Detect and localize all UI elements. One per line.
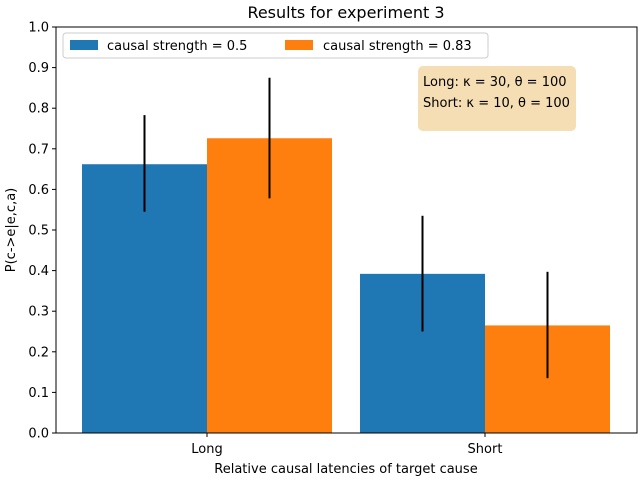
y-tick-label-1: 0.1: [28, 386, 49, 401]
legend: causal strength = 0.5 causal strength = …: [62, 32, 489, 59]
legend-label-1: causal strength = 0.83: [323, 39, 472, 54]
x-axis-label: Relative causal latencies of target caus…: [214, 462, 477, 477]
annotation: Long: κ = 30, θ = 100 Short: κ = 10, θ =…: [418, 66, 576, 131]
y-tick-label-6: 0.6: [28, 183, 49, 198]
y-tick-label-3: 0.3: [28, 305, 49, 320]
y-axis: 0.0 0.1 0.2 0.3 0.4 0.5 0.6 0.7 0.8 0.9 1.0: [28, 21, 56, 442]
y-tick-label-7: 0.7: [28, 142, 49, 157]
legend-box: [62, 32, 489, 59]
chart-title: Results for experiment 3: [247, 3, 444, 22]
annotation-line-0: Long: κ = 30, θ = 100: [423, 75, 567, 90]
bars-layer: [82, 138, 610, 433]
y-tick-label-4: 0.4: [28, 264, 49, 279]
x-tick-label-0: Long: [191, 442, 222, 457]
y-tick-label-8: 0.8: [28, 102, 49, 117]
y-axis-label: P(c->e|e,c,a): [4, 188, 19, 272]
legend-label-0: causal strength = 0.5: [107, 39, 247, 54]
legend-swatch-0: [70, 40, 98, 50]
legend-swatch-1: [285, 40, 313, 50]
x-tick-label-1: Short: [468, 442, 503, 457]
y-tick-label-0: 0.0: [28, 427, 49, 442]
errorbars-layer: [143, 77, 549, 379]
y-tick-label-2: 0.2: [28, 345, 49, 360]
y-tick-label-10: 1.0: [28, 21, 49, 36]
annotation-line-1: Short: κ = 10, θ = 100: [423, 96, 570, 111]
y-tick-label-9: 0.9: [28, 61, 49, 76]
annotation-box: [418, 66, 576, 131]
y-tick-label-5: 0.5: [28, 224, 49, 239]
x-axis: Long Short: [191, 433, 502, 457]
